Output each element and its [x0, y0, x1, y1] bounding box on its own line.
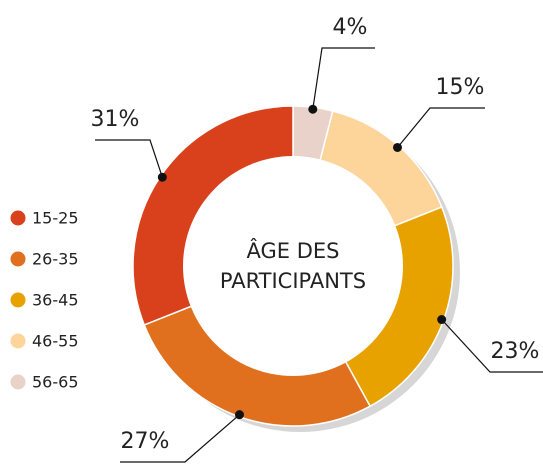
leader-dot [392, 142, 402, 152]
legend-swatch [10, 210, 26, 226]
legend-swatch [10, 292, 26, 308]
hole [183, 156, 403, 376]
center-label: ÂGE DES [247, 238, 340, 263]
legend-label: 15-25 [32, 209, 79, 228]
center-label: PARTICIPANTS [220, 269, 366, 293]
leader-dot [234, 410, 244, 420]
leader-dot [157, 172, 167, 182]
value-label: 27% [121, 429, 170, 454]
legend-label: 46-55 [32, 332, 79, 351]
value-label: 23% [491, 339, 540, 364]
legend-label: 26-35 [32, 250, 79, 269]
legend-label: 36-45 [32, 291, 79, 310]
legend-swatch [10, 374, 26, 390]
value-label: 15% [436, 75, 485, 100]
value-label: 4% [333, 15, 368, 40]
value-label: 31% [91, 107, 140, 132]
legend-swatch [10, 333, 26, 349]
leader-line [95, 139, 163, 178]
leader-line [441, 319, 543, 373]
legend-swatch [10, 251, 26, 267]
leader-dot [437, 315, 447, 325]
leader-dot [308, 104, 318, 114]
segments [132, 105, 454, 427]
leader-line [397, 107, 485, 148]
legend-label: 56-65 [32, 373, 79, 392]
leader-line [312, 47, 375, 110]
leader-line [120, 414, 240, 463]
